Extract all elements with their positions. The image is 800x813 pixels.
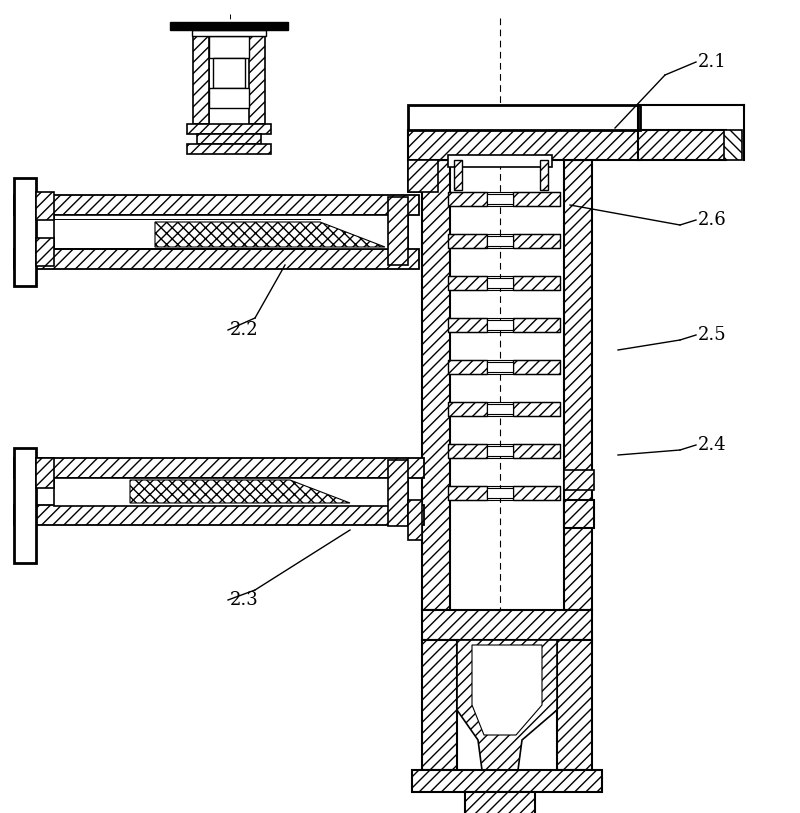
Bar [249, 36, 265, 124]
Bar [513, 444, 560, 458]
Bar [14, 458, 424, 478]
Bar [14, 448, 36, 563]
Text: 2.2: 2.2 [230, 321, 258, 339]
Bar [470, 792, 530, 813]
Bar [36, 458, 54, 488]
Bar [54, 478, 408, 506]
Bar [209, 36, 249, 58]
Bar [193, 36, 209, 124]
Bar [422, 640, 457, 770]
Bar [412, 770, 602, 792]
Bar [448, 318, 487, 332]
Bar [209, 88, 249, 108]
Bar [448, 360, 487, 374]
Bar [564, 470, 594, 490]
Bar [408, 105, 640, 130]
Bar [540, 160, 548, 190]
Bar [513, 234, 560, 248]
Polygon shape [457, 640, 557, 770]
Bar [638, 130, 726, 160]
Bar [487, 278, 513, 288]
Text: 2.6: 2.6 [698, 211, 726, 229]
Bar [448, 444, 487, 458]
Bar [14, 249, 419, 269]
Bar [487, 194, 513, 204]
Bar [448, 486, 487, 500]
Bar [36, 192, 54, 220]
Bar [408, 160, 438, 192]
Text: 2.5: 2.5 [698, 326, 726, 344]
Bar [192, 30, 266, 36]
Bar [170, 22, 288, 30]
Bar [513, 486, 560, 500]
Bar [454, 160, 462, 190]
Bar [487, 236, 513, 246]
Bar [408, 130, 640, 160]
Bar [448, 276, 487, 290]
Text: 2.4: 2.4 [698, 436, 726, 454]
Bar [513, 402, 560, 416]
Bar [209, 36, 249, 124]
Bar [422, 160, 450, 610]
Bar [14, 178, 36, 286]
Bar [448, 234, 487, 248]
Text: 2.1: 2.1 [698, 53, 726, 71]
Bar [564, 500, 594, 528]
Bar [564, 160, 592, 610]
Text: 2.3: 2.3 [230, 591, 258, 609]
Polygon shape [155, 222, 385, 247]
Bar [408, 160, 422, 192]
Bar [448, 155, 552, 167]
Bar [487, 404, 513, 414]
Bar [513, 192, 560, 206]
Bar [36, 238, 54, 266]
Bar [408, 500, 422, 540]
Bar [448, 192, 487, 206]
Bar [54, 215, 408, 249]
Bar [487, 446, 513, 456]
Bar [513, 318, 560, 332]
Polygon shape [130, 480, 350, 503]
Polygon shape [472, 645, 542, 735]
Bar [422, 610, 592, 640]
Bar [213, 58, 245, 88]
Bar [187, 124, 271, 134]
Bar [513, 276, 560, 290]
Bar [388, 460, 408, 526]
Bar [487, 320, 513, 330]
Bar [724, 130, 742, 160]
Bar [14, 505, 424, 525]
Bar [557, 640, 592, 770]
Bar [487, 362, 513, 372]
Bar [388, 197, 408, 265]
Bar [197, 134, 261, 144]
Bar [513, 360, 560, 374]
Bar [465, 792, 535, 813]
Bar [14, 195, 419, 215]
Bar [448, 402, 487, 416]
Bar [487, 488, 513, 498]
Bar [187, 144, 271, 154]
